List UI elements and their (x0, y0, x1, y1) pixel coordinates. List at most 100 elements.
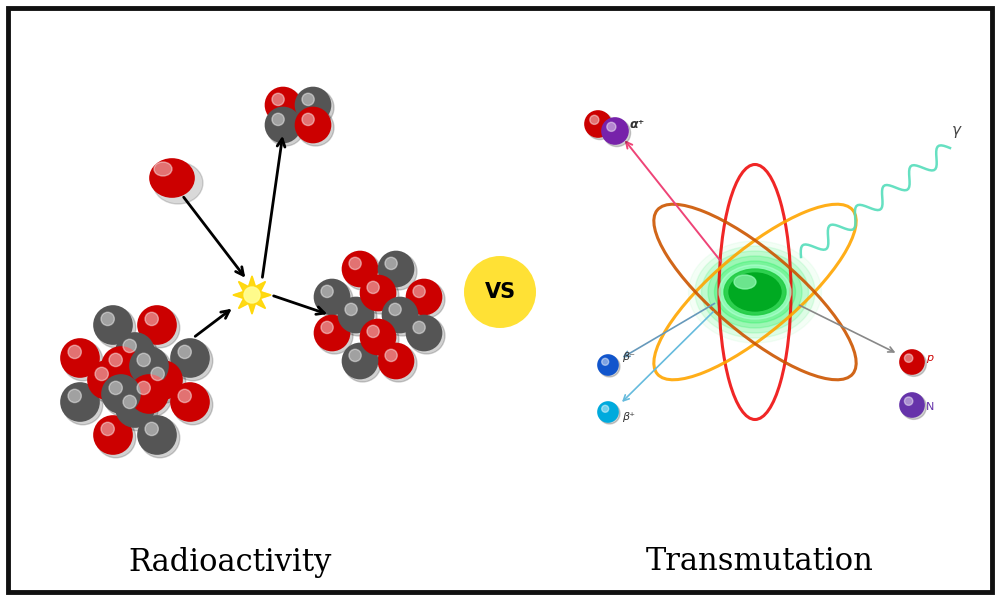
Circle shape (349, 349, 361, 362)
Circle shape (96, 308, 136, 348)
Circle shape (408, 281, 445, 318)
Circle shape (342, 251, 377, 286)
Circle shape (140, 418, 180, 458)
Ellipse shape (154, 162, 172, 176)
Circle shape (344, 253, 381, 290)
Circle shape (145, 312, 158, 326)
FancyBboxPatch shape (8, 8, 992, 592)
Circle shape (385, 349, 397, 362)
Text: Transmutation: Transmutation (646, 547, 874, 577)
Circle shape (378, 343, 414, 379)
Circle shape (362, 321, 399, 358)
Circle shape (384, 299, 421, 336)
Circle shape (590, 115, 599, 124)
Circle shape (599, 356, 620, 377)
Text: VS: VS (484, 282, 516, 302)
Circle shape (138, 306, 176, 344)
Circle shape (901, 394, 926, 419)
Circle shape (178, 389, 191, 403)
Circle shape (316, 281, 353, 318)
Circle shape (244, 287, 260, 303)
Circle shape (904, 354, 913, 362)
Circle shape (602, 118, 628, 144)
Circle shape (96, 418, 136, 458)
Circle shape (900, 350, 924, 374)
Circle shape (360, 275, 396, 311)
Circle shape (68, 345, 81, 359)
Polygon shape (233, 276, 271, 314)
Circle shape (63, 341, 103, 381)
Circle shape (297, 89, 334, 126)
Circle shape (146, 363, 186, 403)
Circle shape (360, 319, 396, 355)
Ellipse shape (702, 251, 808, 333)
Circle shape (266, 88, 300, 122)
Text: p: p (926, 353, 933, 363)
Circle shape (586, 112, 614, 140)
Ellipse shape (729, 273, 781, 311)
Circle shape (413, 285, 425, 298)
Circle shape (272, 93, 284, 106)
Circle shape (378, 251, 414, 286)
Circle shape (132, 349, 172, 389)
Circle shape (104, 377, 144, 417)
Circle shape (296, 88, 330, 122)
Circle shape (171, 339, 209, 377)
Circle shape (585, 111, 611, 137)
Circle shape (296, 107, 330, 142)
Circle shape (340, 299, 377, 336)
Circle shape (302, 93, 314, 106)
Circle shape (602, 358, 609, 365)
Circle shape (109, 353, 122, 367)
Circle shape (101, 312, 114, 326)
Circle shape (598, 402, 618, 422)
Circle shape (297, 109, 334, 146)
Circle shape (61, 339, 99, 377)
Circle shape (266, 107, 300, 142)
Circle shape (342, 343, 377, 379)
Text: β⁺: β⁺ (622, 412, 635, 422)
Circle shape (138, 416, 176, 454)
Circle shape (302, 113, 314, 125)
Ellipse shape (153, 162, 203, 204)
Circle shape (607, 122, 616, 131)
Circle shape (173, 341, 213, 381)
Circle shape (68, 389, 81, 403)
Circle shape (406, 280, 442, 314)
Circle shape (104, 349, 144, 389)
Circle shape (406, 316, 442, 350)
Circle shape (389, 303, 401, 316)
Circle shape (130, 347, 168, 385)
Polygon shape (233, 276, 271, 314)
Text: N: N (926, 402, 934, 412)
Ellipse shape (724, 269, 786, 315)
Circle shape (144, 361, 182, 399)
Circle shape (599, 403, 620, 424)
Circle shape (900, 393, 924, 417)
Text: Radioactivity: Radioactivity (128, 547, 332, 577)
Circle shape (382, 298, 418, 332)
Circle shape (137, 353, 150, 367)
Circle shape (316, 317, 353, 354)
Circle shape (171, 383, 209, 421)
Circle shape (140, 308, 180, 348)
Circle shape (118, 391, 158, 431)
Circle shape (145, 422, 158, 436)
Circle shape (344, 345, 381, 382)
Circle shape (94, 306, 132, 344)
Circle shape (101, 422, 114, 436)
Circle shape (314, 316, 350, 350)
Circle shape (314, 280, 350, 314)
Text: β⁻: β⁻ (622, 352, 635, 362)
Circle shape (151, 367, 164, 380)
Circle shape (408, 317, 445, 354)
Circle shape (102, 375, 140, 413)
Circle shape (173, 385, 213, 425)
Circle shape (90, 363, 130, 403)
Circle shape (116, 389, 154, 427)
Circle shape (338, 298, 373, 332)
Circle shape (345, 303, 357, 316)
Circle shape (267, 89, 304, 126)
Circle shape (63, 385, 103, 425)
Circle shape (132, 377, 172, 417)
